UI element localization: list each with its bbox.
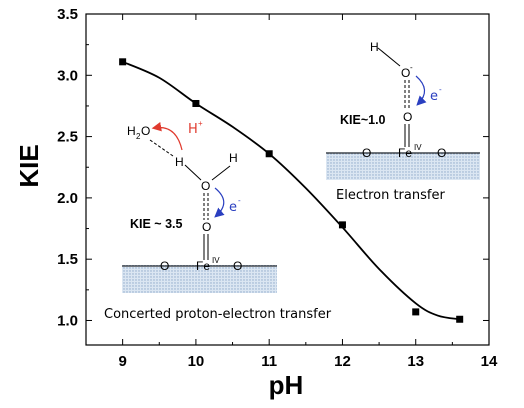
- left-atom-h1: H: [175, 155, 184, 169]
- left-bond-oh2: [211, 165, 231, 181]
- left-hbond: [149, 139, 174, 157]
- right-iron: Fe: [398, 146, 412, 160]
- left-inset: H 2 O H + H H O O O Fe IV O e - KIE ~ 3.…: [104, 119, 332, 322]
- right-kie-label: KIE~1.0: [340, 113, 386, 127]
- left-atom-h2: H: [229, 151, 238, 165]
- axes: [85, 13, 490, 346]
- right-surface-o-left: O: [362, 146, 371, 160]
- x-tick-label: 11: [261, 353, 277, 370]
- left-proton-label: H: [188, 122, 198, 137]
- data-point: [265, 150, 273, 158]
- right-atom-h: H: [370, 40, 379, 54]
- left-bond-oh1: [184, 164, 202, 181]
- x-tick-label: 13: [407, 353, 424, 370]
- x-tick-label: 9: [118, 353, 126, 370]
- left-iron: Fe: [196, 259, 210, 273]
- x-tick-label: 14: [481, 353, 498, 370]
- left-atom-o: O: [202, 220, 211, 234]
- left-water-h: H: [127, 124, 136, 138]
- y-tick-label: 2.0: [57, 190, 78, 207]
- right-o-charge: -: [410, 63, 413, 72]
- data-points: [119, 58, 464, 323]
- right-bond-oh: [377, 47, 401, 67]
- left-proton-charge: +: [198, 119, 203, 128]
- left-surface: [122, 265, 277, 293]
- plot-frame: [85, 13, 490, 346]
- data-point: [338, 221, 346, 229]
- left-caption: Concerted proton-electron transfer: [104, 307, 332, 322]
- data-point: [192, 99, 200, 107]
- left-atom-o-top: O: [201, 179, 210, 193]
- data-point: [412, 308, 420, 316]
- y-tick-label: 1.5: [57, 251, 78, 268]
- fit-curve: [122, 60, 460, 321]
- data-point: [119, 58, 127, 66]
- tick-labels: 9 10 11 12 13 14 1.0 1.5 2.0 2.5 3.0 3.5: [57, 6, 498, 370]
- right-caption: Electron transfer: [336, 188, 445, 203]
- right-inset: H O - O O Fe IV O e - KIE~1.0 Electron t…: [326, 40, 480, 203]
- right-iron-ox: IV: [414, 143, 422, 152]
- left-electron-label: e: [229, 200, 237, 215]
- left-water-sub: 2: [136, 132, 141, 141]
- left-electron-arrow: [214, 187, 225, 218]
- right-atom-o: O: [403, 110, 412, 124]
- left-iron-ox: IV: [212, 256, 220, 265]
- x-tick-label: 12: [334, 353, 351, 370]
- y-tick-label: 3.5: [57, 6, 78, 23]
- y-tick-label: 1.0: [57, 312, 78, 329]
- right-electron-label: e: [430, 89, 438, 104]
- left-kie-label: KIE ~ 3.5: [130, 217, 183, 231]
- left-water-o: O: [141, 124, 150, 138]
- data-point: [456, 315, 464, 323]
- left-surface-o-right: O: [233, 259, 242, 273]
- left-electron-charge: -: [238, 196, 241, 205]
- y-tick-label: 2.5: [57, 129, 78, 146]
- left-surface-o-left: O: [160, 259, 169, 273]
- right-atom-o-minus: O: [401, 66, 410, 80]
- right-surface: [326, 152, 480, 180]
- left-proton-arrow: [151, 121, 183, 151]
- right-electron-arrow: [415, 75, 427, 106]
- right-surface-o-right: O: [437, 146, 446, 160]
- y-tick-label: 3.0: [57, 67, 78, 84]
- right-electron-charge: -: [439, 85, 442, 94]
- y-axis-title: KIE: [14, 144, 44, 187]
- x-axis-title: pH: [269, 370, 304, 400]
- x-tick-label: 10: [188, 353, 205, 370]
